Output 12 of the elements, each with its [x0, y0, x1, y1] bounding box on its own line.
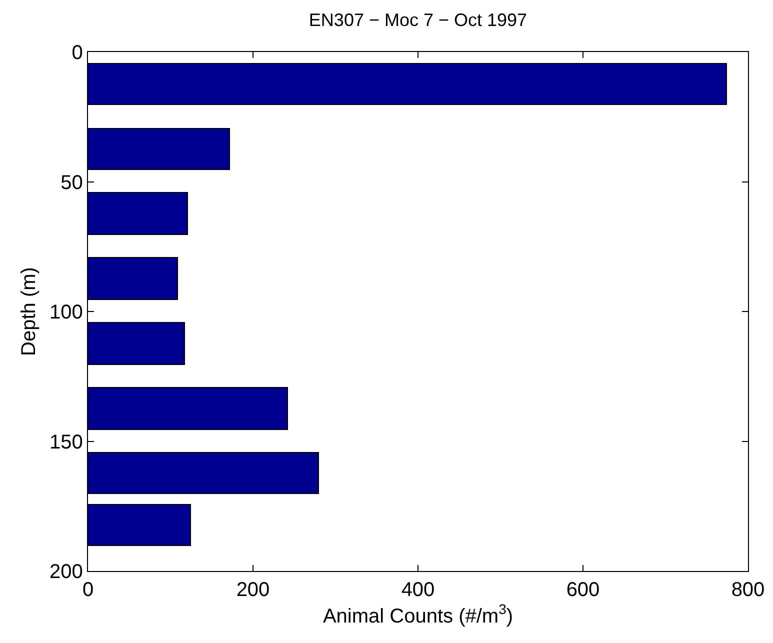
x-tick-label: 800: [731, 579, 765, 602]
chart-title: EN307 − Moc 7 − Oct 1997: [308, 10, 528, 30]
x-axis-title: Animal Counts (#/m$^{3}$): [322, 601, 514, 628]
y-tick-label: 0: [72, 42, 83, 64]
y-tick-label: 100: [50, 302, 83, 324]
y-tick-label: 200: [50, 561, 83, 583]
x-tick-label: 600: [566, 579, 600, 602]
y-tick-label: 150: [50, 431, 83, 454]
x-tick-label: 400: [401, 579, 435, 602]
x-tick-label: 200: [236, 579, 270, 602]
y-tick-label: 50: [60, 172, 83, 194]
y-axis-title: Depth (m): [18, 267, 40, 356]
